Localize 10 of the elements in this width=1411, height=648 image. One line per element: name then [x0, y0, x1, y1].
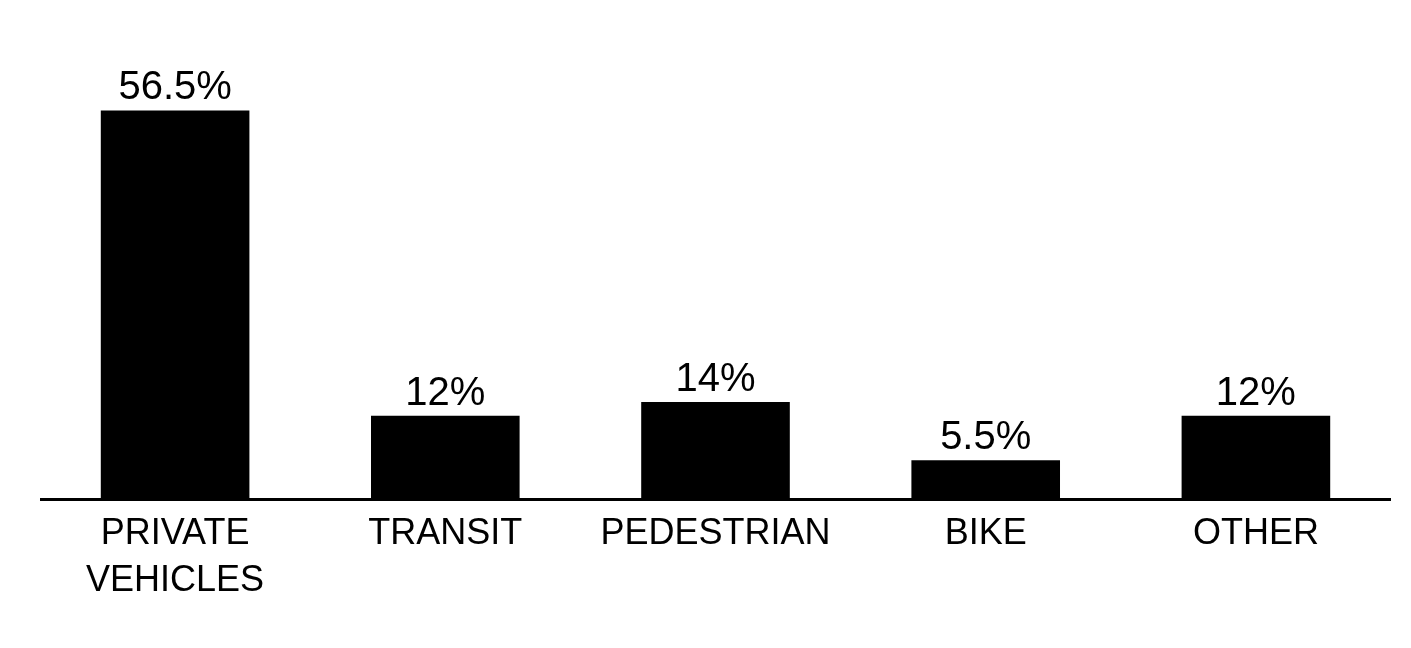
data-label: 12% — [1215, 368, 1296, 413]
x-tick-label: PRIVATE VEHICLES — [86, 511, 265, 599]
x-tick-label: TRANSIT — [368, 511, 523, 553]
x-tick-label: BIKE — [944, 511, 1027, 553]
data-label: 56.5% — [118, 63, 232, 108]
data-label: 12% — [405, 368, 486, 413]
data-label: 14% — [675, 354, 756, 399]
x-tick-label: OTHER — [1192, 511, 1319, 553]
data-label: 5.5% — [940, 413, 1032, 458]
x-tick-label: PEDESTRIAN — [600, 511, 831, 553]
